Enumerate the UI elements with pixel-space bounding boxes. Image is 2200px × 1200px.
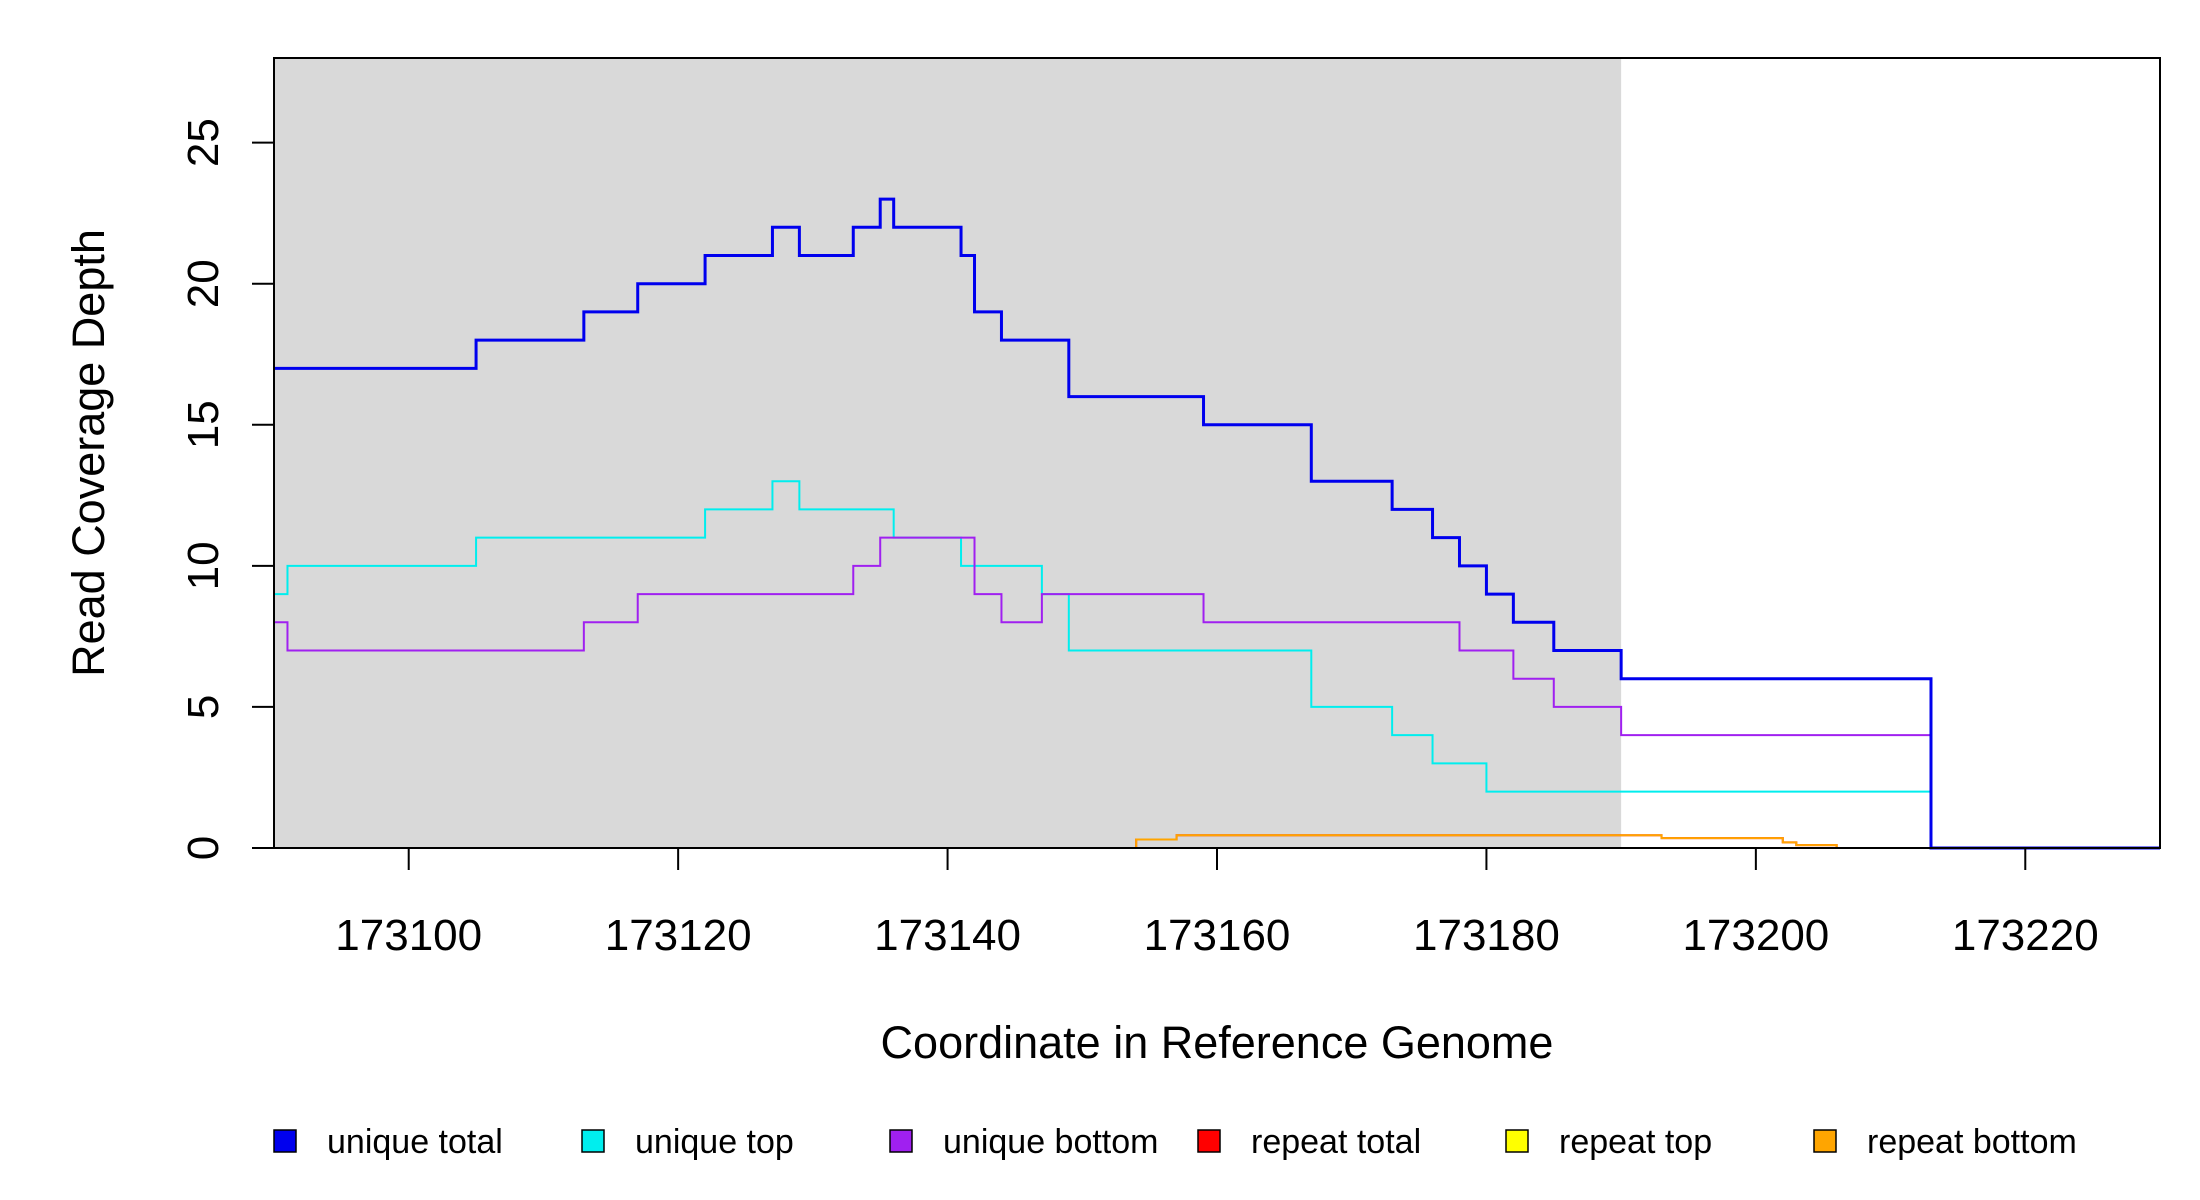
- x-axis-title: Coordinate in Reference Genome: [881, 1017, 1554, 1068]
- series-line-repeat-bottom: [274, 834, 2160, 849]
- y-tick-label: 5: [179, 695, 228, 719]
- x-tick-label: 173100: [335, 911, 482, 960]
- shaded-region-layer: [274, 58, 1622, 848]
- shaded-region: [274, 58, 1622, 848]
- legend-swatch: [889, 1129, 913, 1153]
- x-tick-label: 173140: [874, 911, 1021, 960]
- y-tick-label: 25: [179, 118, 228, 167]
- legend-swatch: [1813, 1129, 1837, 1153]
- legend-label: unique top: [635, 1123, 794, 1161]
- legend-swatch: [581, 1129, 605, 1153]
- series-line-unique-bottom: [274, 536, 2160, 849]
- y-tick-label: 0: [179, 836, 228, 860]
- x-tick-label: 173160: [1144, 911, 1291, 960]
- legend-label: repeat top: [1559, 1123, 1712, 1161]
- x-axis: 173100 173120 173140 173160 173180 173200 1732…: [335, 847, 2099, 960]
- y-axis: 0 5 10 15 20 25: [179, 118, 275, 860]
- legend-label: unique bottom: [943, 1123, 1159, 1161]
- legend-label: repeat total: [1251, 1123, 1421, 1161]
- y-tick-label: 20: [179, 259, 228, 308]
- series-line-unique-total: [274, 197, 2160, 850]
- legend: unique total unique top unique bottom repea…: [273, 1123, 2077, 1161]
- x-tick-label: 173120: [605, 911, 752, 960]
- y-tick-label: 10: [179, 541, 228, 590]
- legend-label: unique total: [327, 1123, 503, 1161]
- y-axis-title: Read Coverage Depth: [63, 229, 114, 677]
- x-tick-label: 173200: [1682, 911, 1829, 960]
- x-tick-label: 173220: [1952, 911, 2099, 960]
- legend-swatch: [273, 1129, 297, 1153]
- x-tick-label: 173180: [1413, 911, 1560, 960]
- legend-swatch: [1197, 1129, 1221, 1153]
- legend-label: repeat bottom: [1867, 1123, 2077, 1161]
- y-tick-label: 15: [179, 400, 228, 449]
- series-line-unique-top: [274, 480, 2160, 849]
- legend-swatch: [1505, 1129, 1529, 1153]
